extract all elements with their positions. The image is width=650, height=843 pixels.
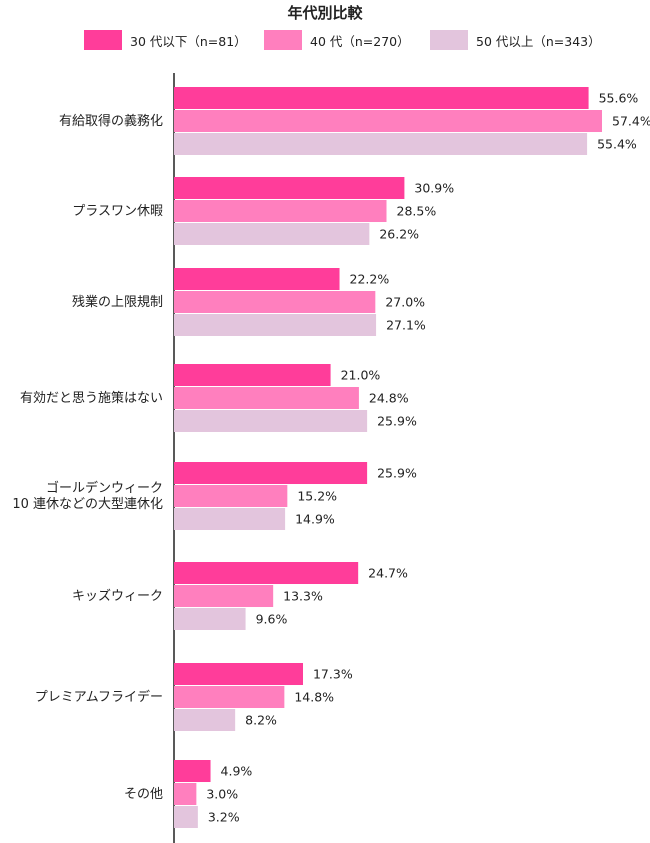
value-label: 27.0% [385,295,425,310]
category-label: プラスワン休暇 [72,204,163,219]
value-label: 15.2% [297,489,337,504]
category-label: ゴールデンウィーク 10 連休などの大型連休化 [12,480,163,512]
category-label-line: 10 連休などの大型連休化 [12,497,163,512]
value-label: 28.5% [397,204,437,219]
category-label-line: ゴールデンウィーク [46,480,163,496]
category-label-line: 有効だと思う施策はない [20,390,163,406]
bar [174,783,197,805]
category-label-line: プレミアムフライデー [35,689,163,705]
value-label: 57.4% [612,114,650,129]
bar [174,110,602,132]
category-label: 有給取得の義務化 [59,113,163,129]
legend: 30 代以下（n=81） 40 代（n=270） 50 代以上（n=343） [0,30,650,50]
bar [174,133,588,155]
legend-swatch-50s [430,30,468,50]
value-label: 13.3% [283,589,323,604]
value-label: 30.9% [414,181,454,196]
legend-item-50s: 50 代以上（n=343） [430,30,601,50]
value-label: 55.4% [597,137,637,152]
legend-label-40s: 40 代（n=270） [310,33,410,49]
value-label: 14.8% [294,690,334,705]
value-label: 8.2% [245,713,277,728]
legend-item-30s: 30 代以下（n=81） [84,30,247,50]
bar [174,585,274,607]
bar [174,663,303,685]
legend-label-30s: 30 代以下（n=81） [130,33,247,49]
bar [174,87,589,109]
value-label: 24.7% [368,566,408,581]
bar [174,562,359,584]
category-label-line: その他 [124,787,163,802]
bar [174,608,246,630]
value-label: 3.2% [208,810,240,825]
value-label: 14.9% [295,512,335,527]
bar [174,485,288,507]
bar [174,314,377,336]
bar [174,291,376,313]
category-label: 残業の上限規制 [72,294,163,310]
legend-label-50s: 50 代以上（n=343） [476,33,601,49]
value-label: 26.2% [379,227,419,242]
legend-swatch-30s [84,30,122,50]
value-label: 21.0% [341,368,381,383]
category-label-line: プラスワン休暇 [72,204,163,219]
value-label: 25.9% [377,466,417,481]
category-label-line: キッズウィーク [72,588,163,604]
category-label-line: 残業の上限規制 [72,294,163,310]
bar [174,508,286,530]
bar [174,177,405,199]
category-label: 有効だと思う施策はない [20,390,163,406]
bar [174,387,359,409]
value-label: 4.9% [221,764,253,779]
value-label: 27.1% [386,318,426,333]
value-label: 25.9% [377,414,417,429]
value-label: 3.0% [206,787,238,802]
category-label-line: 有給取得の義務化 [59,113,163,129]
value-label: 22.2% [350,272,390,287]
category-label: その他 [124,787,163,802]
value-label: 24.8% [369,391,409,406]
bar [174,410,368,432]
value-label: 55.6% [599,91,639,106]
legend-item-40s: 40 代（n=270） [264,30,410,50]
bar [174,364,331,386]
bar [174,806,198,828]
legend-swatch-40s [264,30,302,50]
category-label: プレミアムフライデー [35,689,163,705]
bar [174,709,236,731]
value-label: 17.3% [313,667,353,682]
bar [174,760,211,782]
bar [174,200,387,222]
bar [174,268,340,290]
chart-title: 年代別比較 [287,4,363,22]
bar [174,462,368,484]
value-label: 9.6% [256,612,288,627]
category-label: キッズウィーク [72,588,163,604]
bar [174,686,285,708]
bar [174,223,370,245]
